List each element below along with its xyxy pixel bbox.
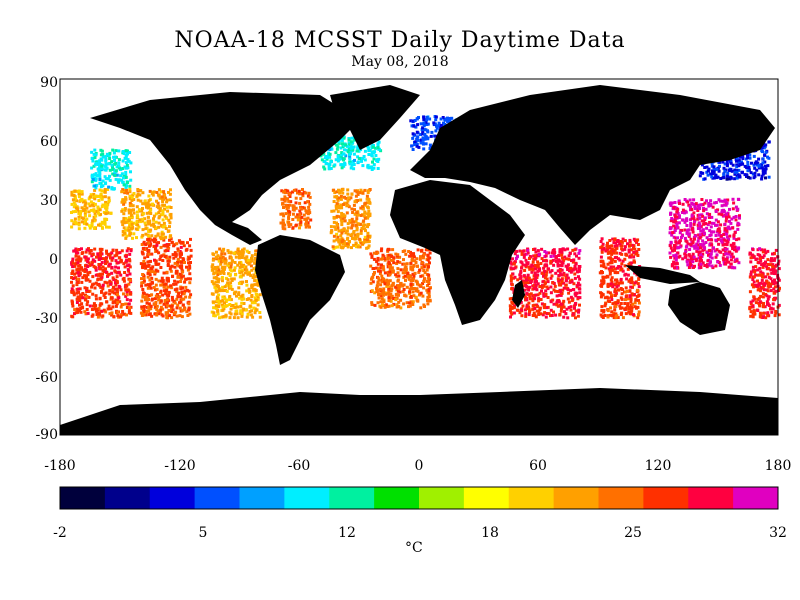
lon-tick-label: -180 [44,458,75,474]
colorbar-cell [149,487,196,509]
sst-swath [90,148,133,191]
colorbar-cell [598,487,644,509]
colorbar-cell [194,487,240,509]
sst-swath [508,247,582,320]
map-frame [59,78,779,436]
sst-swath [369,247,432,310]
landmass-australia [668,282,730,335]
colorbar-cell [104,487,151,509]
colorbar-cell [374,487,420,509]
sst-swath [598,237,642,320]
colorbar-cell [329,487,375,509]
colorbar-cell [60,487,106,509]
colorbar-tick-label: 18 [481,525,499,541]
lat-tick-label: -90 [35,427,58,443]
landmass-south-america [255,235,345,365]
lat-tick-label: 30 [40,193,58,209]
landmass-greenland [330,85,420,150]
colorbar-cell [643,487,689,509]
landmass-eurasia [410,85,775,245]
sst-colorbar [59,486,779,510]
colorbar-tick-label: -2 [53,525,67,541]
colorbar-tick-label: 5 [199,525,208,541]
colorbar-cell [688,487,734,509]
sst-swath [329,187,372,250]
lon-tick-label: 180 [765,458,792,474]
map-title: NOAA-18 MCSST Daily Daytime Data [174,28,626,53]
sst-swath [668,197,741,270]
sst-swath [279,188,313,231]
colorbar-cell [239,487,285,509]
landmass-indonesia [625,265,700,284]
lat-tick-label: -60 [35,370,58,386]
lat-tick-label: 60 [40,134,58,150]
colorbar-cell [553,487,599,509]
colorbar-cell [508,487,555,509]
colorbar-tick-label: 12 [338,525,356,541]
colorbar-cell [284,487,330,509]
lon-tick-label: -120 [164,458,195,474]
landmass-africa [390,180,525,325]
sst-swath [70,247,133,319]
sst-swath [210,247,263,320]
colorbar-cell [463,487,510,509]
sst-swath [139,237,193,320]
lon-tick-label: 0 [415,458,424,474]
lon-tick-label: 120 [645,458,672,474]
colorbar-tick-label: 32 [769,525,787,541]
lat-tick-label: 0 [49,252,58,268]
map-date: May 08, 2018 [351,54,449,70]
landmass-madagascar [512,280,525,308]
map-axes: 90 60 30 0 -30 -60 -90 -180 -120 -60 0 6… [35,75,791,474]
colorbar-unit-label: °C [405,540,423,556]
colorbar-cell [733,487,779,509]
land-layer [60,85,778,435]
sst-swath [70,188,113,231]
colorbar-cell [419,487,465,509]
colorbar-frame [59,486,779,510]
map-plot-area [59,78,781,436]
lon-tick-label: -60 [288,458,311,474]
sst-swath [120,187,173,241]
lat-tick-label: -30 [35,311,58,327]
colorbar-tick-label: 25 [624,525,642,541]
colorbar-labels: -2 5 12 18 25 32 [53,525,787,541]
landmass-antarctica [60,388,778,435]
lat-tick-label: 90 [40,75,58,91]
landmass-north-america [90,92,360,245]
lon-tick-label: 60 [529,458,547,474]
